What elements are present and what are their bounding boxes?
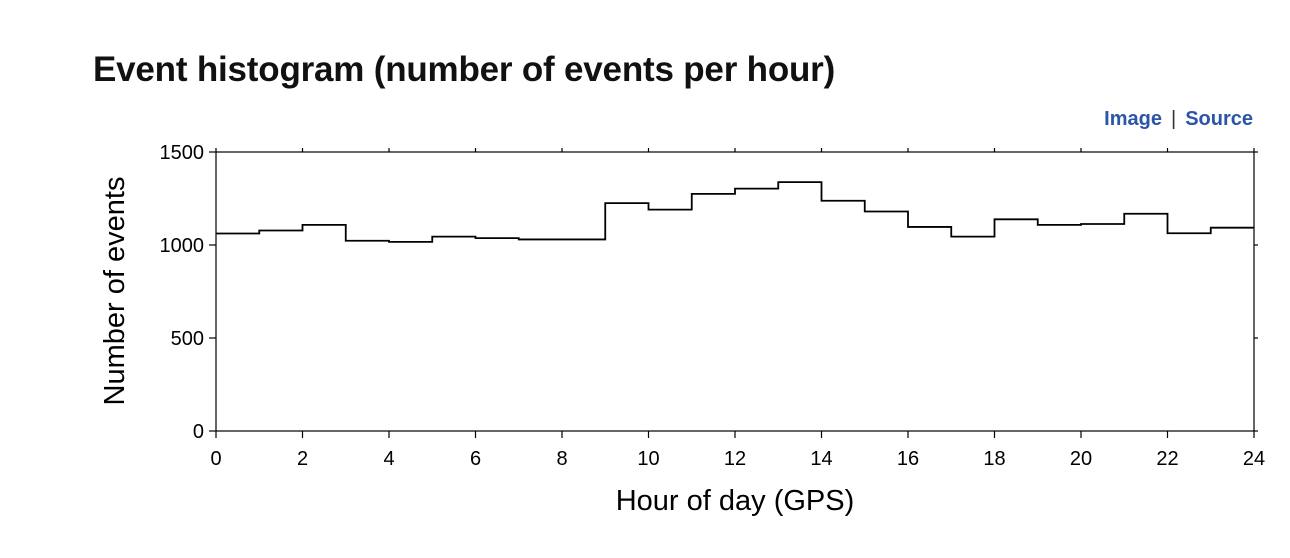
histogram-bins (216, 182, 1254, 431)
x-tick-label: 12 (724, 448, 746, 470)
chart-links: Image | Source (1104, 108, 1253, 131)
histogram-bin (216, 233, 259, 431)
x-axis-ticks: 0 2 4 6 8 10 12 14 16 18 20 22 24 (210, 148, 1265, 470)
x-tick-label: 0 (210, 448, 221, 470)
histogram-bin (303, 225, 346, 431)
y-tick-label: 0 (193, 421, 204, 443)
x-tick-label: 8 (556, 448, 567, 470)
histogram-bin (1211, 228, 1254, 431)
x-tick-label: 18 (983, 448, 1005, 470)
source-link[interactable]: Source (1185, 108, 1253, 130)
histogram-step-line (216, 181, 1254, 243)
x-tick-label: 2 (297, 448, 308, 470)
histogram-bin (432, 237, 475, 431)
histogram-bin (1038, 225, 1081, 431)
histogram-bin (692, 194, 735, 431)
histogram-bin (1168, 233, 1211, 431)
histogram-bin (1081, 224, 1124, 431)
histogram-bin (778, 182, 821, 431)
link-separator: | (1170, 108, 1177, 130)
x-tick-label: 10 (637, 448, 659, 470)
x-axis-label: Hour of day (GPS) (616, 485, 855, 517)
histogram-bin (259, 230, 302, 431)
histogram-bin (865, 212, 908, 431)
y-axis-ticks: 0 500 1000 1500 (160, 142, 1258, 443)
x-tick-label: 22 (1156, 448, 1178, 470)
histogram-bin (605, 203, 648, 431)
histogram-bin (995, 219, 1038, 431)
histogram-bin (389, 242, 432, 431)
histogram-bin (735, 189, 778, 431)
histogram-bin (822, 201, 865, 431)
x-tick-label: 20 (1070, 448, 1092, 470)
x-tick-label: 16 (897, 448, 919, 470)
histogram-bin (346, 241, 389, 431)
page-title: Event histogram (number of events per ho… (93, 50, 836, 89)
x-tick-label: 4 (383, 448, 394, 470)
histogram-bin (476, 238, 519, 431)
histogram-bin (649, 210, 692, 431)
x-tick-label: 24 (1243, 448, 1265, 470)
y-axis-label: Number of events (99, 177, 131, 406)
y-tick-label: 1000 (160, 235, 205, 257)
image-link[interactable]: Image (1104, 108, 1162, 130)
histogram-bin (1124, 214, 1167, 431)
histogram-bin (908, 227, 951, 431)
x-tick-label: 14 (810, 448, 832, 470)
histogram-bin (562, 239, 605, 431)
histogram-bin (519, 239, 562, 431)
x-tick-label: 6 (470, 448, 481, 470)
y-tick-label: 1500 (160, 142, 205, 164)
histogram-bin (951, 237, 994, 431)
y-tick-label: 500 (171, 328, 204, 350)
